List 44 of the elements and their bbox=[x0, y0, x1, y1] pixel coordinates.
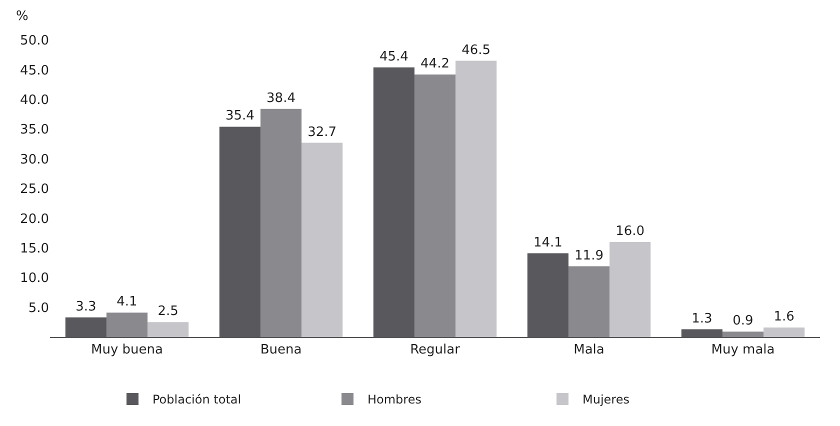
data-label: 46.5 bbox=[462, 42, 491, 58]
y-tick-label: 25.0 bbox=[20, 182, 49, 198]
x-tick-label: Regular bbox=[410, 342, 461, 358]
x-tick-label: Mala bbox=[574, 342, 604, 358]
data-label: 4.1 bbox=[116, 294, 138, 310]
data-label: 14.1 bbox=[533, 235, 562, 250]
y-tick-label: 35.0 bbox=[20, 122, 49, 138]
y-tick-label: 10.0 bbox=[20, 271, 49, 286]
y-tick-label: 30.0 bbox=[20, 152, 49, 168]
data-label: 3.3 bbox=[76, 299, 96, 314]
x-tick-label: Buena bbox=[260, 342, 302, 358]
bar bbox=[260, 108, 302, 337]
legend-label: Mujeres bbox=[582, 392, 630, 407]
y-tick-label: 15.0 bbox=[20, 241, 49, 256]
data-label: 35.4 bbox=[225, 108, 254, 124]
legend-label: Hombres bbox=[368, 392, 422, 407]
bar bbox=[610, 242, 651, 337]
y-tick-label: 45.0 bbox=[20, 63, 49, 78]
bar bbox=[302, 142, 343, 337]
y-axis-title: % bbox=[16, 9, 28, 24]
bar bbox=[722, 332, 764, 337]
legend-label: Población total bbox=[152, 392, 242, 407]
bar bbox=[148, 322, 189, 337]
y-tick-label: 40.0 bbox=[20, 92, 49, 108]
bar bbox=[568, 266, 610, 337]
bar bbox=[764, 328, 805, 337]
data-label: 0.9 bbox=[732, 314, 754, 329]
data-label: 16.0 bbox=[616, 224, 645, 239]
data-label: 2.5 bbox=[158, 304, 178, 320]
data-label: 45.4 bbox=[379, 49, 408, 64]
data-label: 32.7 bbox=[308, 124, 337, 140]
y-tick-label: 5.0 bbox=[28, 300, 49, 316]
x-tick-label: Muy mala bbox=[711, 342, 775, 358]
bar bbox=[456, 60, 497, 337]
data-label: 1.3 bbox=[692, 311, 712, 326]
bar bbox=[106, 312, 148, 337]
data-label: 1.6 bbox=[774, 310, 794, 324]
x-tick-label: Muy buena bbox=[91, 342, 163, 358]
y-tick-label: 20.0 bbox=[20, 212, 49, 227]
bar bbox=[414, 74, 456, 337]
y-tick-label: 50.0 bbox=[20, 34, 49, 49]
data-label: 38.4 bbox=[266, 90, 296, 106]
data-label: 11.9 bbox=[574, 248, 604, 264]
data-label: 44.2 bbox=[420, 56, 450, 72]
